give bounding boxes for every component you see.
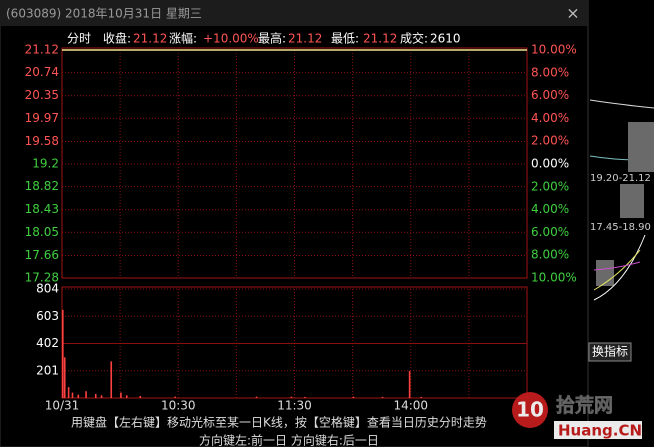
y-tick-label: 20.35	[25, 88, 59, 102]
info-value: 2610	[430, 32, 461, 46]
background-line	[589, 99, 654, 109]
charts: 21.12 20.74 20.35 19.97 19.58 19.2 18.82 18.43 1…	[25, 43, 577, 413]
indicator-button-label[interactable]: 换指标	[592, 344, 628, 359]
y2-tick-label: 10.00%	[531, 43, 577, 57]
volume-bar	[85, 391, 87, 398]
volume-bar	[381, 396, 384, 398]
x-tick-label: 10/31	[45, 399, 80, 413]
background-line	[593, 249, 641, 291]
volume-bar	[120, 392, 122, 398]
y2-tick-label: 0.00%	[531, 157, 569, 171]
info-label: 收盘:	[103, 31, 131, 46]
volume-bar	[420, 396, 423, 398]
close-button[interactable]: ×	[566, 4, 579, 23]
y2-tick-label: 8.00%	[531, 248, 569, 262]
window-title: (603089) 2018年10月31日 星期三	[6, 7, 202, 21]
footer-hint: 用键盘【左右键】移动光标至某一日K线，按【空格键】查看当日历史分时走势	[71, 415, 487, 430]
watermark-site: 拾荒网	[556, 394, 613, 417]
volume-bar	[304, 396, 306, 398]
background-candle	[620, 184, 644, 218]
info-label: 最高:	[258, 31, 286, 46]
volume-bar	[352, 396, 355, 398]
footer-keys: 方向键左:前一日 方向键右:后一日	[199, 433, 379, 447]
info-value: 21.12	[363, 32, 397, 46]
y2-tick-label: 2.00%	[531, 134, 569, 148]
background-candle	[596, 260, 614, 286]
volume-bar	[63, 357, 66, 398]
volume-bar	[174, 396, 176, 398]
y-tick-label: 19.58	[25, 134, 59, 148]
y-tick-label: 18.82	[25, 179, 59, 193]
y-tick-label: 20.74	[25, 65, 59, 79]
volume-bar	[67, 387, 70, 398]
background-candle	[628, 122, 654, 172]
y-tick-label: 19.97	[25, 111, 59, 125]
info-label: 最低:	[331, 32, 359, 46]
volume-bar	[255, 396, 258, 398]
info-value: 21.12	[288, 32, 322, 46]
info-mode: 分时	[67, 32, 91, 46]
y-tick-label: 21.12	[25, 43, 59, 57]
background-line	[593, 234, 646, 301]
volume-bar	[110, 361, 113, 398]
volume-bar	[408, 370, 411, 398]
y-tick-label: 201	[36, 363, 59, 377]
y2-tick-label: 4.00%	[531, 111, 569, 125]
plot-border	[61, 47, 528, 279]
volume-bar	[125, 395, 128, 398]
watermark-logo: 10	[516, 398, 544, 422]
y2-tick-label: 4.00%	[531, 202, 569, 216]
volume-bar	[71, 392, 74, 398]
background-line	[593, 261, 641, 271]
x-tick-label: 10:30	[161, 399, 196, 413]
y-tick-label: 17.66	[25, 248, 59, 262]
watermark-domain-bg	[554, 421, 642, 439]
y-tick-label: 18.43	[25, 202, 59, 216]
y-tick-label: 17.28	[25, 271, 59, 285]
background-label: 17.45-18.90	[590, 222, 651, 233]
background-label: 19.20-21.12	[590, 173, 651, 184]
y-tick-label: 603	[36, 309, 59, 323]
watermark: 10 拾荒网 Huang.CN	[512, 392, 642, 440]
volume-bar	[290, 396, 293, 398]
volume-bar	[77, 394, 80, 398]
watermark-domain: Huang.CN	[558, 422, 642, 440]
y2-tick-label: 2.00%	[531, 179, 569, 193]
info-value: 21.12	[133, 32, 167, 46]
volume-bar	[62, 309, 64, 398]
watermark-logo-bg	[512, 392, 548, 428]
y-tick-label: 804	[36, 282, 59, 296]
y2-tick-label: 6.00%	[531, 88, 569, 102]
info-value: +10.00%	[203, 32, 259, 46]
y2-tick-label: 6.00%	[531, 225, 569, 239]
indicator-button[interactable]	[588, 342, 632, 362]
volume-bar	[94, 393, 97, 398]
info-label: 成交:	[400, 31, 428, 46]
x-tick-label: 11:30	[277, 399, 312, 413]
volume-bar	[139, 395, 142, 398]
y-tick-label: 18.05	[25, 225, 59, 239]
y-tick-label: 19.2	[32, 157, 59, 171]
info-label: 涨幅:	[169, 31, 197, 46]
y2-tick-label: 8.00%	[531, 65, 569, 79]
info-bar: 分时 收盘: 21.12 涨幅: +10.00% 最高: 21.12 最低: 21.12 成交: 2…	[67, 31, 461, 46]
title-bar	[0, 0, 588, 26]
y-tick-label: 402	[36, 336, 59, 350]
x-tick-label: 14:00	[393, 399, 428, 413]
y2-tick-label: 10.00%	[531, 271, 577, 285]
volume-bar	[100, 395, 103, 398]
background-app	[588, 0, 654, 447]
